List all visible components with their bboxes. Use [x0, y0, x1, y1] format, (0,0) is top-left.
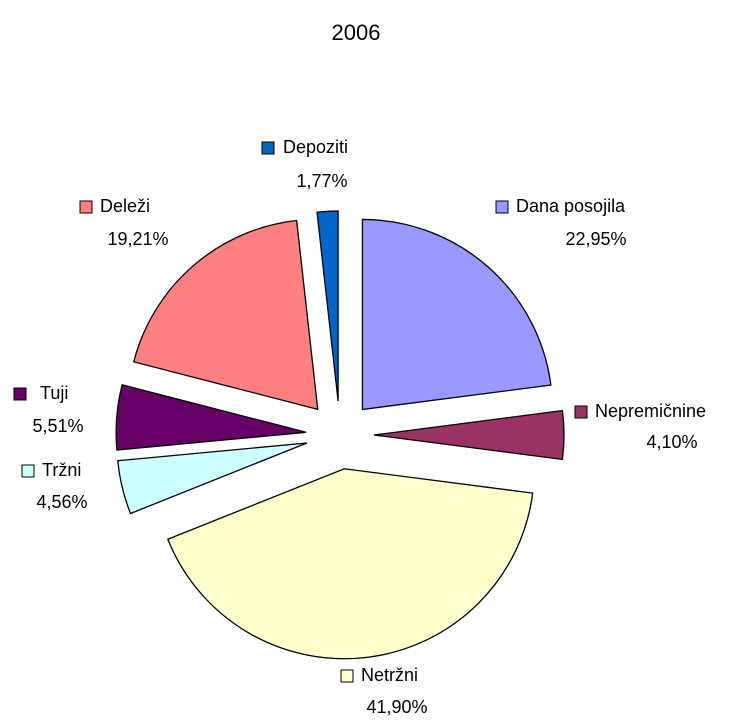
- pie-slice: [373, 409, 565, 461]
- pie-slice: [117, 442, 308, 515]
- pie-slice: [361, 218, 552, 411]
- slice-label: Depoziti: [283, 137, 348, 157]
- legend-swatch: [13, 387, 27, 401]
- slice-value-label: 4,56%: [36, 492, 87, 512]
- legend-swatch: [495, 200, 509, 214]
- chart-title: 2006: [332, 20, 381, 45]
- slice-value-label: 5,51%: [32, 416, 83, 436]
- slice-label: Tuji: [40, 383, 68, 403]
- slice-value-label: 41,90%: [366, 697, 427, 717]
- slice-value-label: 19,21%: [107, 229, 168, 249]
- legend-swatch: [79, 200, 93, 214]
- pie-slice: [166, 468, 534, 660]
- pie-slice: [132, 219, 319, 411]
- pie-slice: [316, 210, 339, 402]
- slice-value-label: 4,10%: [646, 432, 697, 452]
- slice-label: Netržni: [361, 665, 418, 685]
- slice-label: Nepremičnine: [595, 401, 706, 421]
- legend-swatch: [340, 669, 354, 683]
- slice-label: Tržni: [42, 460, 81, 480]
- legend-swatch: [261, 141, 275, 155]
- legend-swatch: [574, 405, 588, 419]
- slice-value-label: 1,77%: [296, 171, 347, 191]
- slice-label: Dana posojila: [516, 196, 626, 216]
- slice-label: Deleži: [100, 196, 150, 216]
- legend-swatch: [21, 464, 35, 478]
- slice-value-label: 22,95%: [565, 229, 626, 249]
- pie-slice: [115, 384, 307, 451]
